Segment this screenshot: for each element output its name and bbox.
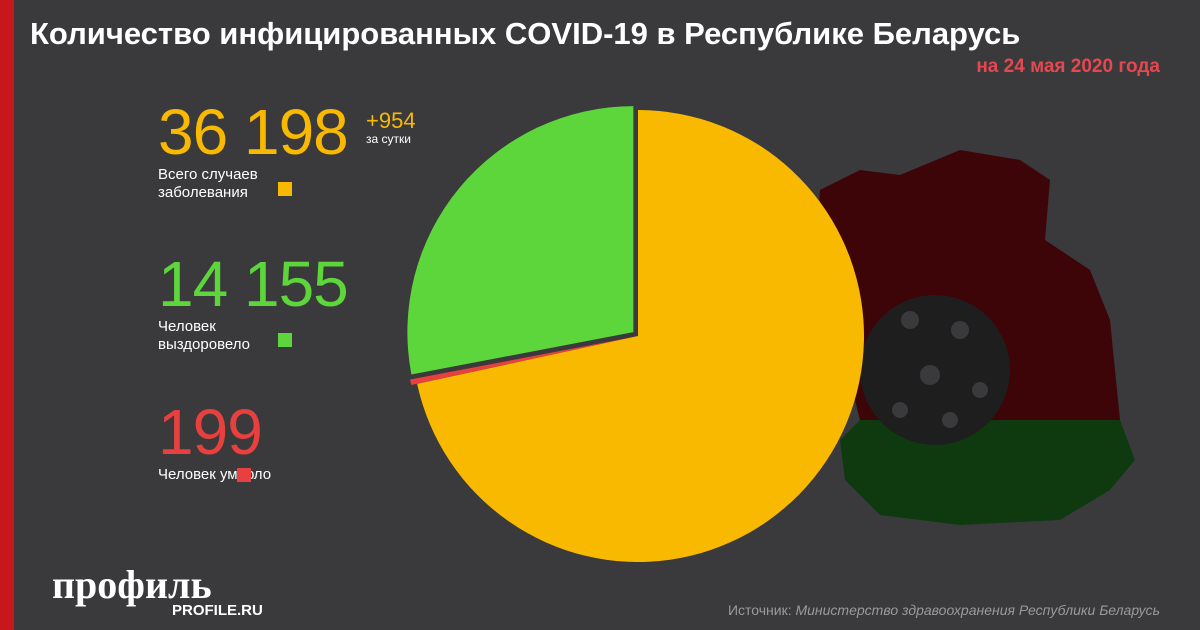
stat-label: Человек умерло (158, 466, 272, 483)
pie-slice (410, 337, 633, 386)
stat-label: Человек выздоровело (158, 318, 250, 353)
side-bar (0, 0, 14, 630)
daily-change-note: за сутки (366, 132, 411, 146)
source: Источник: Министерство здравоохранения Р… (728, 602, 1160, 618)
daily-change: +954 (366, 108, 416, 133)
legend-swatch (278, 333, 292, 347)
subtitle: на 24 мая 2020 года (976, 56, 1160, 77)
source-name: Министерство здравоохранения Республики … (795, 602, 1160, 618)
stat-value: 199 (158, 396, 263, 468)
legend-swatch (237, 468, 251, 482)
stat-value: 14 155 (158, 248, 349, 320)
legend-swatch (278, 182, 292, 196)
title: Количество инфицированных COVID-19 в Рес… (30, 16, 1021, 51)
stat-value: 36 198 (158, 96, 349, 168)
pie-slice (417, 110, 864, 562)
stat-label: Всего случаев заболевания (158, 166, 258, 201)
logo: профиль (52, 562, 212, 607)
source-prefix: Источник: (727, 602, 792, 618)
logo-url: PROFILE.RU (172, 602, 263, 619)
pie-slice (407, 106, 634, 375)
map-decoration (815, 150, 1135, 525)
